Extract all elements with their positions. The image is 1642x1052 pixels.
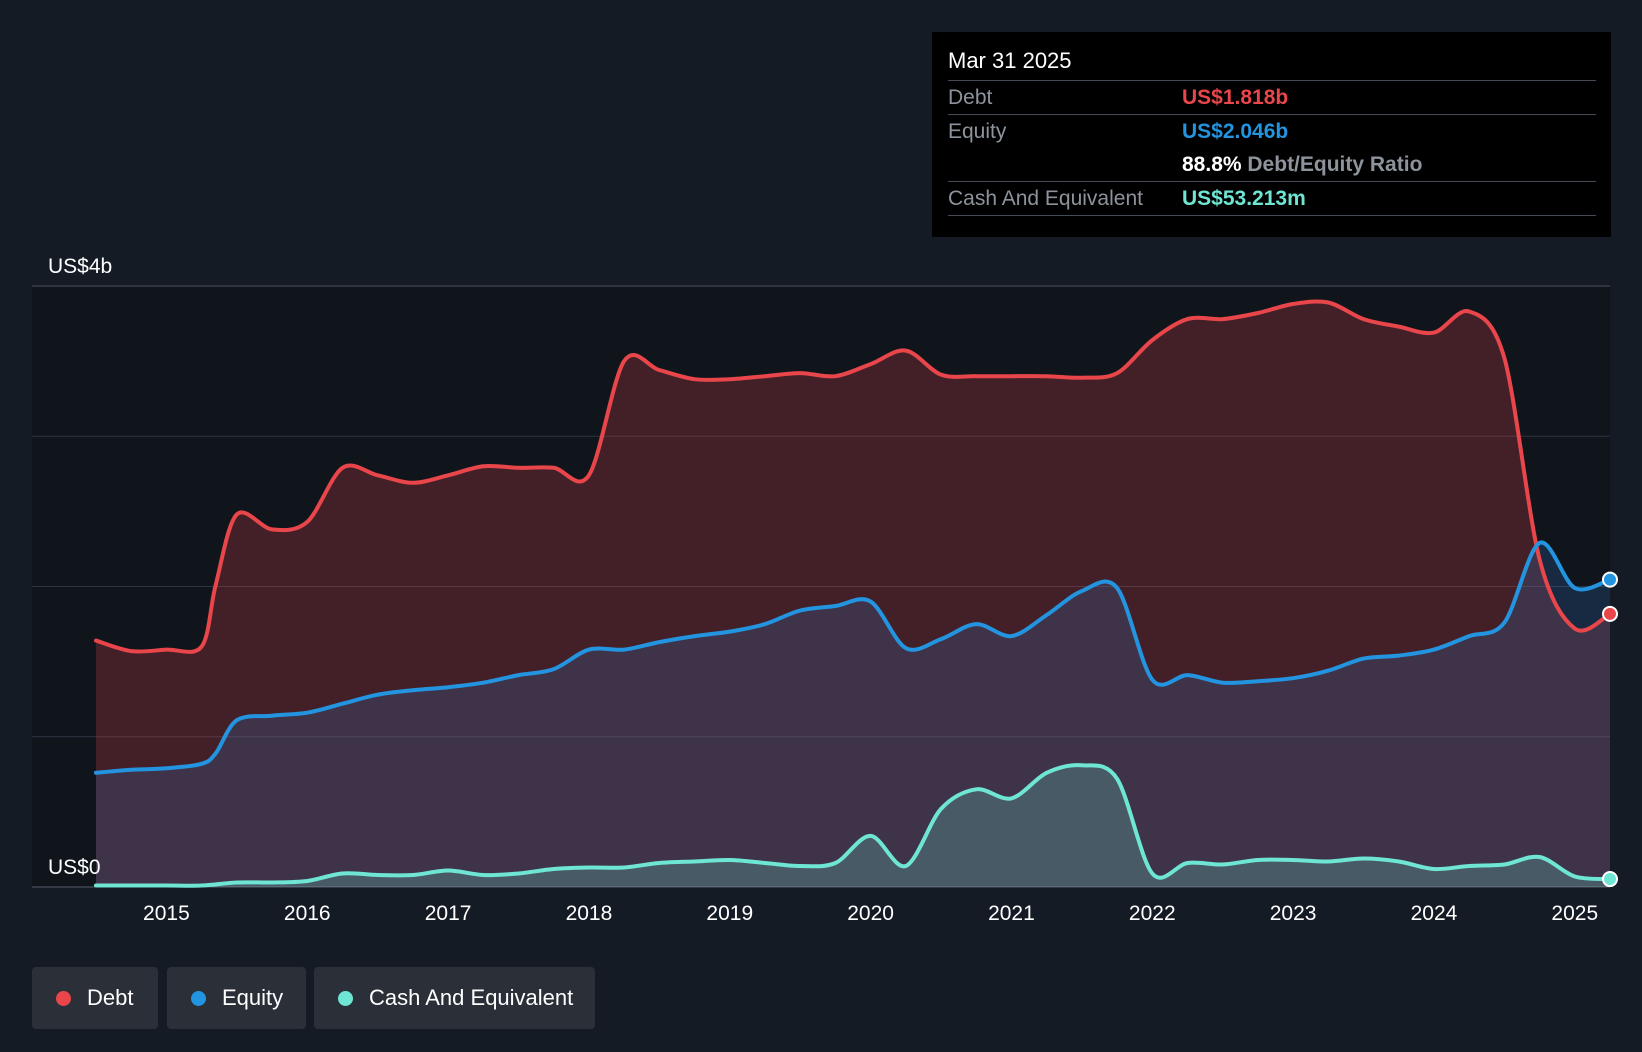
tooltip-equity-row: Equity US$2.046b (948, 114, 1596, 148)
x-tick-label: 2021 (988, 902, 1035, 925)
legend-item-cash[interactable]: Cash And Equivalent (314, 967, 595, 1029)
legend-dot-equity (191, 991, 206, 1006)
legend-label-cash: Cash And Equivalent (369, 985, 574, 1010)
x-tick-label: 2016 (284, 902, 331, 925)
tooltip-ratio: 88.8% Debt/Equity Ratio (1182, 148, 1422, 181)
x-tick-label: 2024 (1411, 902, 1458, 925)
series-area-cash (96, 765, 1610, 887)
x-tick-label: 2025 (1551, 902, 1598, 925)
gridlines (32, 285, 1610, 888)
legend-dot-cash (338, 991, 353, 1006)
series-end-point-cash (1602, 871, 1618, 888)
tooltip-ratio-row: 88.8% Debt/Equity Ratio (948, 148, 1596, 181)
tooltip-cash-label: Cash And Equivalent (948, 187, 1143, 210)
legend-label-debt: Debt (87, 985, 134, 1010)
tooltip-debt-row: Debt US$1.818b (948, 80, 1596, 114)
series-line-equity (94, 540, 1612, 775)
series-areas (96, 301, 1610, 887)
x-tick-label: 2018 (566, 902, 613, 925)
tooltip-equity-value: US$2.046b (1182, 120, 1289, 143)
x-tick-label: 2022 (1129, 902, 1176, 925)
tooltip-panel: Mar 31 2025 Debt US$1.818b Equity US$2.0… (932, 32, 1611, 237)
tooltip-cash-row: Cash And Equivalent US$53.213m (948, 181, 1596, 216)
series-area-equity (96, 542, 1610, 887)
tooltip-debt-value: US$1.818b (1182, 86, 1289, 109)
tooltip-equity-label: Equity (948, 120, 1007, 143)
x-tick-label: 2020 (847, 902, 894, 925)
legend-item-equity[interactable]: Equity (167, 967, 306, 1029)
tooltip-debt-label: Debt (948, 86, 993, 109)
y-axis-tick-labels: US$4b US$0 (48, 255, 112, 879)
x-tick-label: 2019 (706, 902, 753, 925)
series-end-points (1602, 571, 1618, 888)
x-tick-label: 2017 (425, 902, 472, 925)
x-tick-label: 2015 (143, 902, 190, 925)
series-end-point-equity (1602, 571, 1618, 588)
y-tick-label: US$4b (48, 255, 112, 278)
x-tick-label: 2023 (1270, 902, 1317, 925)
legend-label-equity: Equity (222, 985, 284, 1010)
series-lines (94, 299, 1612, 888)
x-axis-tick-labels: 2015 2016 2017 2018 2019 2020 2021 2022 2023 2024… (143, 902, 1598, 925)
series-line-debt (94, 299, 1612, 654)
series-end-point-debt (1602, 605, 1618, 622)
y-tick-label: US$0 (48, 856, 101, 879)
series-line-cash (94, 763, 1612, 888)
tooltip-cash-value: US$53.213m (1182, 187, 1306, 210)
series-area-debt (96, 301, 1610, 887)
tooltip-ratio-label: Debt/Equity Ratio (1247, 153, 1423, 176)
legend-item-debt[interactable]: Debt (32, 967, 158, 1029)
legend-dot-debt (56, 991, 71, 1006)
tooltip-date: Mar 31 2025 (948, 48, 1072, 73)
tooltip-ratio-value: 88.8% (1182, 153, 1242, 176)
